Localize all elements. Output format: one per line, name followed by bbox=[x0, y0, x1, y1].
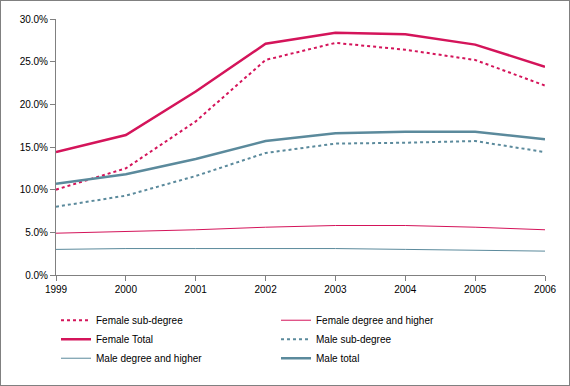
svg-text:2005: 2005 bbox=[464, 284, 487, 295]
svg-text:Female Total: Female Total bbox=[96, 334, 153, 345]
svg-text:2003: 2003 bbox=[324, 284, 347, 295]
svg-text:Male sub-degree: Male sub-degree bbox=[316, 334, 391, 345]
svg-text:5.0%: 5.0% bbox=[25, 227, 48, 238]
svg-text:Female sub-degree: Female sub-degree bbox=[96, 315, 183, 326]
svg-text:2001: 2001 bbox=[185, 284, 208, 295]
svg-text:2000: 2000 bbox=[115, 284, 138, 295]
svg-text:0.0%: 0.0% bbox=[25, 270, 48, 281]
svg-text:30.0%: 30.0% bbox=[20, 14, 48, 25]
svg-text:Male degree and higher: Male degree and higher bbox=[96, 353, 202, 364]
svg-text:10.0%: 10.0% bbox=[20, 184, 48, 195]
svg-text:20.0%: 20.0% bbox=[20, 99, 48, 110]
svg-text:2004: 2004 bbox=[394, 284, 417, 295]
svg-text:Female degree and higher: Female degree and higher bbox=[316, 315, 434, 326]
svg-text:2006: 2006 bbox=[534, 284, 557, 295]
svg-text:25.0%: 25.0% bbox=[20, 56, 48, 67]
svg-text:Male total: Male total bbox=[316, 353, 359, 364]
svg-text:2002: 2002 bbox=[254, 284, 277, 295]
svg-text:1999: 1999 bbox=[45, 284, 68, 295]
svg-text:15.0%: 15.0% bbox=[20, 142, 48, 153]
